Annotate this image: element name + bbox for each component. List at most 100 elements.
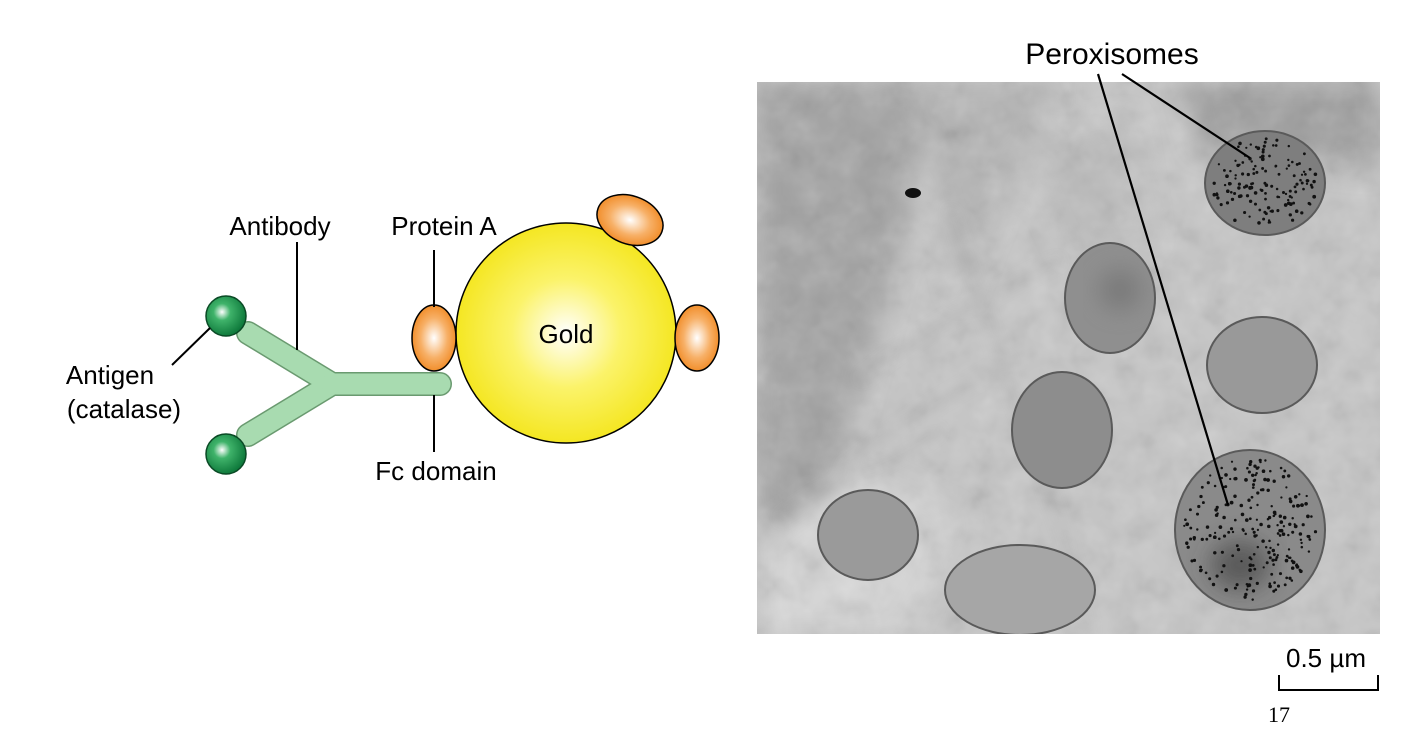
gold-dot bbox=[1298, 493, 1301, 496]
gold-dot bbox=[1258, 208, 1262, 212]
gold-dot bbox=[1253, 191, 1258, 195]
label-fc-domain: Fc domain bbox=[375, 456, 496, 486]
gold-dot bbox=[1264, 169, 1268, 173]
antigen-leader-line bbox=[171, 327, 211, 366]
gold-dot bbox=[1235, 544, 1239, 548]
electron-micrograph bbox=[757, 82, 1380, 634]
gold-dot bbox=[1253, 464, 1257, 468]
gold-dot bbox=[1285, 167, 1288, 170]
gold-dot bbox=[1274, 558, 1278, 562]
gold-dot bbox=[1218, 537, 1221, 541]
gold-dot bbox=[1261, 148, 1265, 152]
gold-dot bbox=[1229, 477, 1232, 481]
gold-dot bbox=[1249, 143, 1252, 146]
gold-dot bbox=[1183, 524, 1186, 527]
gold-dot bbox=[1273, 581, 1276, 584]
gold-dot bbox=[1272, 589, 1276, 593]
gold-dot bbox=[1298, 532, 1303, 536]
gold-dot bbox=[1291, 517, 1294, 520]
gold-dot bbox=[1287, 198, 1290, 202]
gold-dot bbox=[1266, 206, 1271, 210]
gold-dot bbox=[1290, 196, 1293, 199]
gold-dot bbox=[1245, 582, 1249, 586]
gold-dot bbox=[1256, 146, 1261, 151]
gold-dot bbox=[1249, 460, 1253, 464]
gold-dot bbox=[1212, 181, 1216, 185]
gold-dot bbox=[1235, 583, 1239, 587]
gold-dot bbox=[1259, 522, 1263, 527]
gold-dot bbox=[1278, 534, 1282, 537]
gold-dot bbox=[1264, 546, 1268, 549]
gold-dot bbox=[1208, 534, 1212, 538]
gold-dot bbox=[1189, 526, 1193, 530]
gold-dot bbox=[1237, 194, 1242, 199]
gold-dot bbox=[1269, 546, 1272, 550]
gold-dot bbox=[1305, 494, 1308, 498]
gold-dot bbox=[1287, 474, 1291, 478]
gold-dot bbox=[1299, 569, 1303, 574]
gold-dot bbox=[1185, 522, 1190, 527]
organelle bbox=[1011, 371, 1113, 489]
gold-dot bbox=[1263, 477, 1267, 482]
gold-dot bbox=[1293, 523, 1296, 526]
gold-dot bbox=[1302, 152, 1306, 156]
gold-dot bbox=[1199, 568, 1203, 573]
gold-dot bbox=[1195, 512, 1200, 516]
gold-dot bbox=[1251, 564, 1255, 567]
gold-dot bbox=[1244, 592, 1248, 597]
gold-dot bbox=[1229, 527, 1234, 531]
gold-dot bbox=[1299, 538, 1303, 542]
gold-dot bbox=[1256, 528, 1260, 532]
gold-dot bbox=[1220, 570, 1224, 574]
gold-dot bbox=[1244, 532, 1247, 536]
gold-dot bbox=[1307, 534, 1311, 539]
gold-dot bbox=[1287, 556, 1291, 559]
gold-dot bbox=[1222, 168, 1226, 172]
gold-dot bbox=[1200, 485, 1204, 489]
gold-dot bbox=[1234, 177, 1237, 180]
gold-dot bbox=[1263, 140, 1267, 144]
gold-dot bbox=[1283, 583, 1287, 587]
gold-dot bbox=[1313, 530, 1318, 534]
gold-dot bbox=[1199, 494, 1203, 499]
antibody-shape bbox=[236, 321, 452, 447]
gold-dot bbox=[1234, 159, 1237, 162]
gold-dot bbox=[1245, 194, 1250, 198]
gold-dot bbox=[1245, 146, 1248, 149]
gold-dot bbox=[1270, 572, 1274, 576]
gold-dot bbox=[1237, 145, 1240, 148]
gold-dot bbox=[1290, 566, 1295, 570]
gold-dot bbox=[1288, 213, 1292, 217]
gold-dot bbox=[1190, 559, 1194, 563]
gold-dot bbox=[1294, 190, 1298, 194]
gold-dot bbox=[1241, 172, 1245, 176]
gold-dot bbox=[1285, 554, 1289, 558]
gold-dot bbox=[1233, 218, 1237, 223]
label-peroxisomes: Peroxisomes bbox=[1025, 38, 1198, 71]
gold-dot bbox=[1220, 550, 1224, 554]
gold-dot bbox=[1201, 501, 1205, 505]
organelle bbox=[944, 544, 1096, 634]
gold-dot bbox=[1306, 179, 1310, 183]
gold-dot bbox=[1233, 494, 1237, 498]
gold-dot bbox=[1275, 555, 1279, 559]
gold-dot bbox=[1249, 506, 1253, 510]
gold-dot bbox=[1264, 197, 1267, 201]
protein-a-right bbox=[674, 304, 720, 372]
gold-dot bbox=[1243, 595, 1247, 599]
gold-dot bbox=[1237, 186, 1241, 190]
gold-dot bbox=[1288, 576, 1292, 580]
gold-dot bbox=[1262, 566, 1265, 569]
gold-dot bbox=[1292, 174, 1296, 178]
gold-dot bbox=[1271, 548, 1276, 553]
gold-dot bbox=[1281, 532, 1286, 536]
gold-dot bbox=[1206, 481, 1210, 485]
protein-a-left bbox=[411, 304, 457, 372]
gold-dot bbox=[1291, 218, 1295, 222]
gold-dot bbox=[1188, 508, 1192, 512]
gold-dot bbox=[1301, 523, 1305, 527]
gold-dot bbox=[1266, 488, 1270, 493]
gold-dot bbox=[1211, 582, 1216, 587]
gold-dot bbox=[1225, 189, 1230, 194]
